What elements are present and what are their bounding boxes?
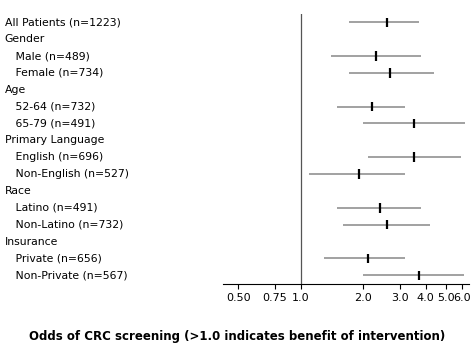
Text: Race: Race: [5, 186, 31, 196]
Text: 65-79 (n=491): 65-79 (n=491): [5, 118, 95, 128]
Text: Odds of CRC screening (>1.0 indicates benefit of intervention): Odds of CRC screening (>1.0 indicates be…: [29, 329, 445, 343]
Text: Non-Latino (n=732): Non-Latino (n=732): [5, 220, 123, 230]
Text: 52-64 (n=732): 52-64 (n=732): [5, 102, 95, 112]
Text: Female (n=734): Female (n=734): [5, 68, 103, 78]
Text: Latino (n=491): Latino (n=491): [5, 203, 97, 213]
Text: All Patients (n=1223): All Patients (n=1223): [5, 17, 120, 27]
Text: Male (n=489): Male (n=489): [5, 51, 90, 61]
Text: Non-Private (n=567): Non-Private (n=567): [5, 270, 128, 280]
Text: Age: Age: [5, 85, 26, 95]
Text: Primary Language: Primary Language: [5, 135, 104, 145]
Text: Private (n=656): Private (n=656): [5, 253, 101, 263]
Text: Non-English (n=527): Non-English (n=527): [5, 169, 129, 179]
Text: Gender: Gender: [5, 34, 45, 44]
Text: Insurance: Insurance: [5, 237, 58, 247]
Text: English (n=696): English (n=696): [5, 152, 103, 162]
